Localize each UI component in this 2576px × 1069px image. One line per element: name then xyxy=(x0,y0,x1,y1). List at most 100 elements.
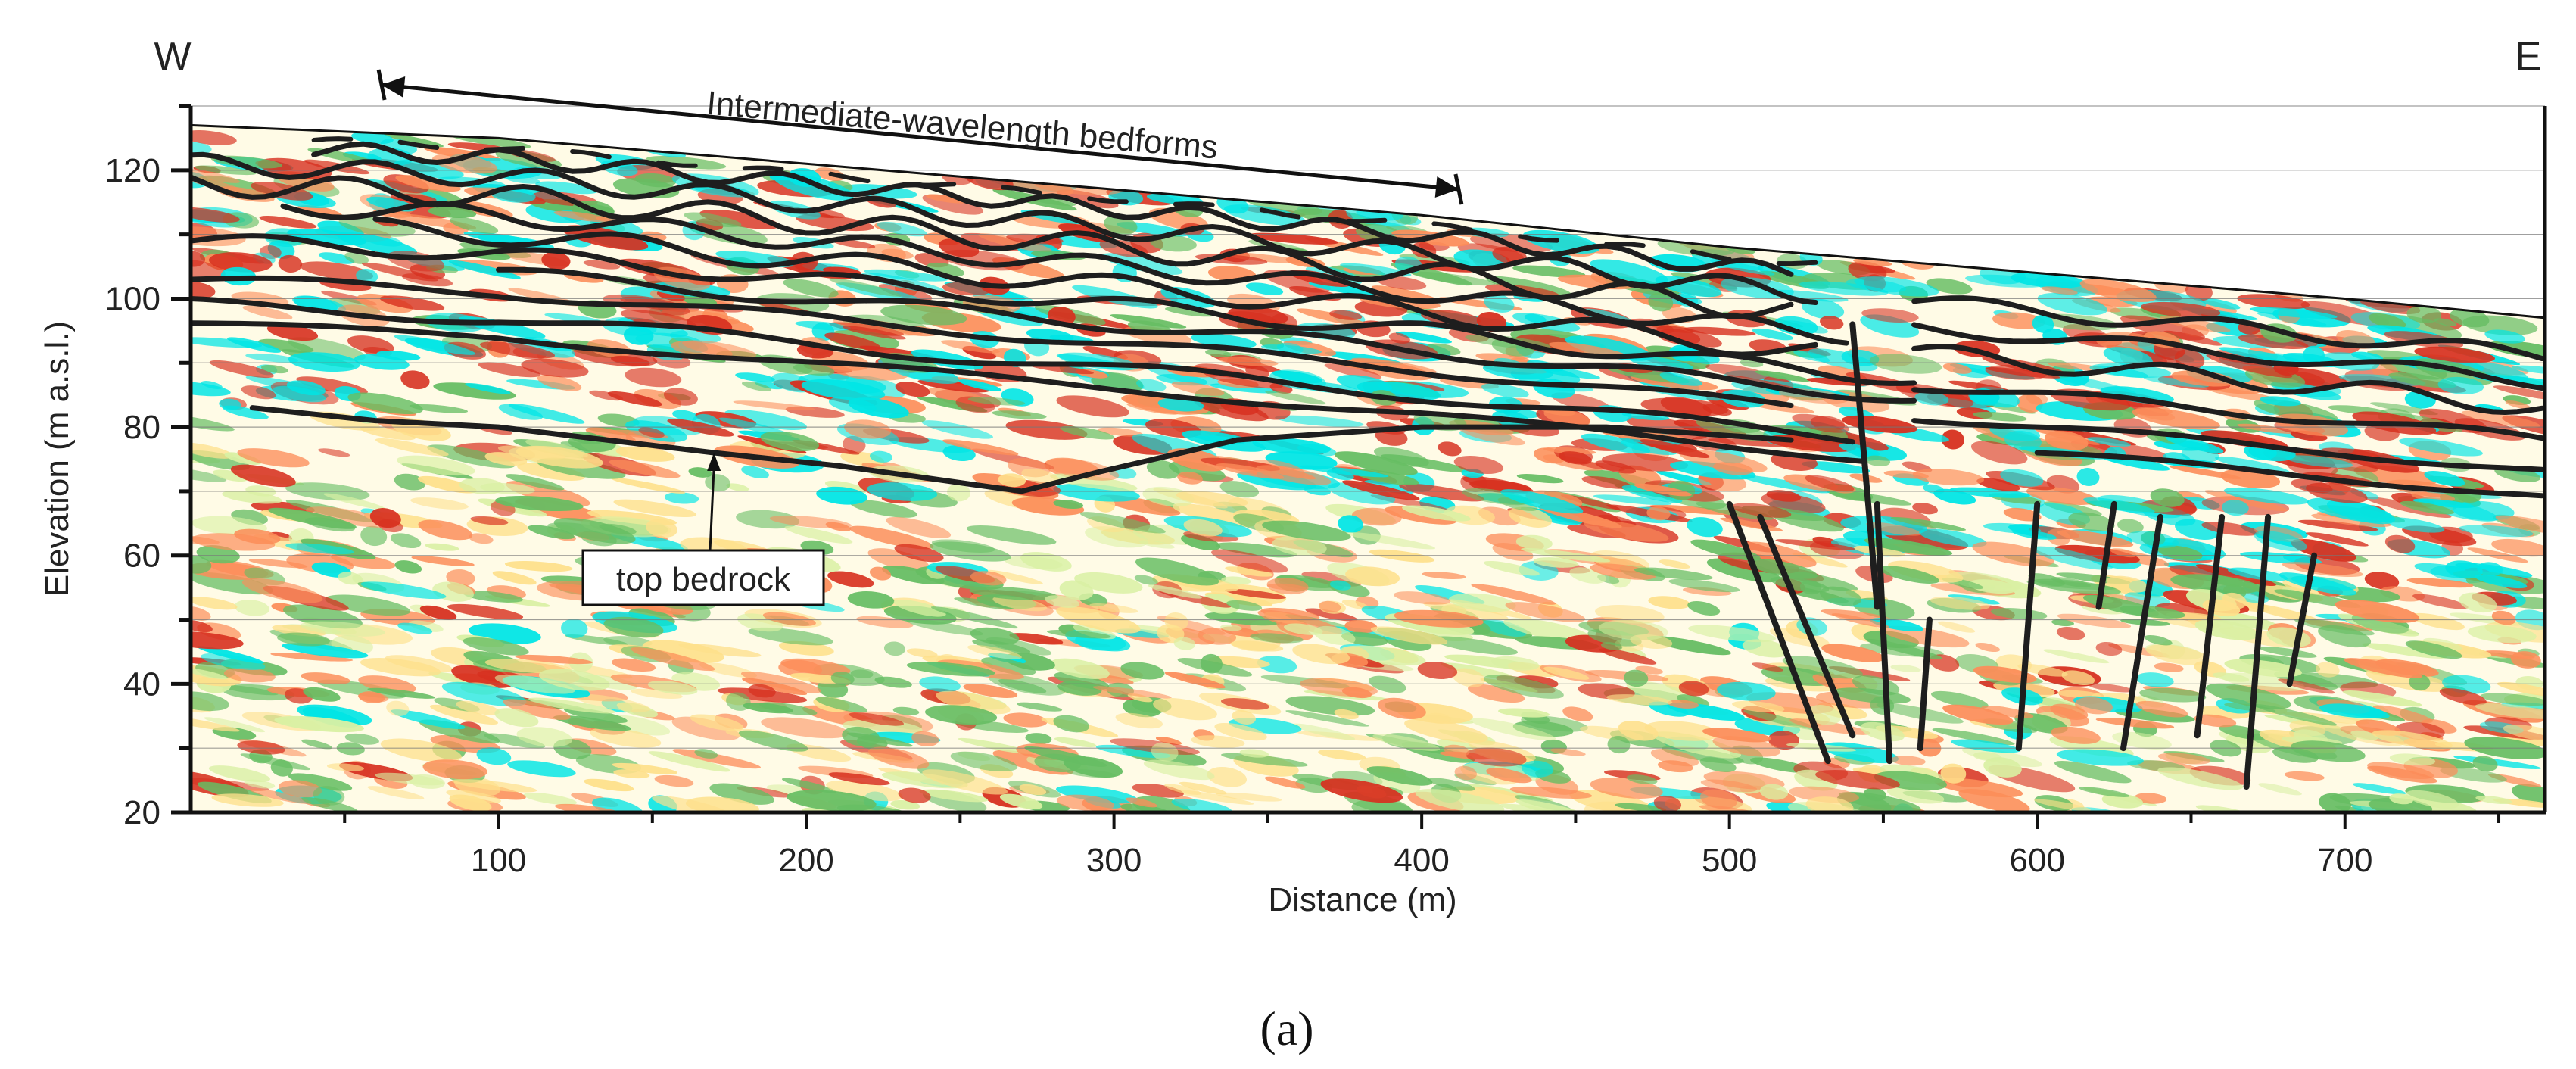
x-tick-label: 500 xyxy=(1702,842,1757,879)
fault-line xyxy=(2120,513,2163,752)
radargram-blob xyxy=(278,780,322,798)
radargram-blob xyxy=(2215,456,2291,475)
radargram-blob xyxy=(1505,602,1586,622)
radargram-blob xyxy=(591,797,644,812)
radargram-blob xyxy=(397,622,433,634)
radargram-blob xyxy=(1890,664,1921,672)
radargram-blob xyxy=(2194,714,2237,728)
radargram-blob xyxy=(2437,376,2484,394)
radargram-blob xyxy=(394,335,476,355)
radargram-blob xyxy=(418,519,473,541)
radargram-blob xyxy=(1143,759,1215,781)
bedforms-arrow xyxy=(381,83,1459,192)
radargram-blob xyxy=(191,597,238,610)
reflector-line xyxy=(1431,221,1474,232)
radargram-blob xyxy=(1399,483,1485,502)
radargram-blob xyxy=(684,212,742,228)
radargram-blob xyxy=(1021,468,1060,485)
radargram-blob xyxy=(1059,580,1094,600)
radargram-blob xyxy=(967,397,1026,406)
radargram-blob xyxy=(694,749,718,759)
radargram-blob xyxy=(690,714,744,731)
radargram-blob xyxy=(611,658,656,672)
top-bedrock-annotation: top bedrock xyxy=(581,453,825,606)
radargram-blob xyxy=(2249,307,2338,319)
radargram-blob xyxy=(563,707,628,724)
radargram-blob xyxy=(1272,535,1327,556)
radargram-blob xyxy=(919,789,989,803)
radargram-blob xyxy=(2307,497,2393,523)
radargram-blob xyxy=(1394,609,1484,628)
radargram-blob xyxy=(783,279,839,298)
radargram-blob xyxy=(2503,725,2545,741)
radargram-blob xyxy=(2101,793,2144,809)
radargram-blob xyxy=(1687,517,1723,538)
radargram-blob xyxy=(1218,357,1279,366)
radargram-blob xyxy=(1296,308,1367,326)
radargram-blob xyxy=(1483,675,1564,699)
radargram-blob xyxy=(941,340,1000,354)
radargram-blob xyxy=(2445,560,2483,579)
radargram-blob xyxy=(654,774,694,787)
radargram-blob xyxy=(409,620,444,632)
radargram-blob xyxy=(883,641,905,656)
radargram-blob xyxy=(1164,784,1201,795)
radargram-blob xyxy=(613,499,697,517)
radargram-blob xyxy=(2260,647,2317,658)
radargram-blob xyxy=(1888,560,1964,583)
radargram-blob xyxy=(1648,292,1674,312)
radargram-blob xyxy=(824,332,881,351)
radargram-blob xyxy=(1678,681,1709,697)
reflector-line xyxy=(1087,196,1129,204)
radargram-blob xyxy=(2384,534,2416,553)
radargram-blob xyxy=(2201,522,2259,536)
radargram-blob xyxy=(688,467,713,478)
radargram-blob xyxy=(2219,725,2269,740)
reflector-line xyxy=(191,233,1917,386)
radargram-blob xyxy=(2364,572,2400,590)
radargram-blob xyxy=(930,606,1018,629)
radargram-blob xyxy=(1942,704,2014,725)
radargram-blob xyxy=(895,382,930,397)
radargram-blob xyxy=(877,221,927,237)
radargram-blob xyxy=(1260,344,1322,354)
radargram-blob xyxy=(1594,604,1665,624)
radargram-blob xyxy=(2406,305,2442,323)
radargram-blob xyxy=(2050,703,2089,720)
radargram-blob xyxy=(266,323,319,341)
radargram-blob xyxy=(2459,592,2497,613)
radargram-blob xyxy=(1600,642,1623,650)
radargram-blob xyxy=(2206,354,2293,379)
reflector-line xyxy=(1911,344,2545,415)
radargram-blob xyxy=(391,709,466,730)
radargram-blob xyxy=(2362,643,2447,659)
y-tick-label: 120 xyxy=(105,152,160,189)
radargram-blob xyxy=(1860,721,1905,742)
radargram-blob xyxy=(479,341,556,359)
radargram-blob xyxy=(2491,538,2545,557)
reflector-line xyxy=(191,151,1818,305)
radargram-blob xyxy=(395,175,461,192)
radargram-blob xyxy=(1584,520,1669,542)
radargram-blob xyxy=(2238,334,2309,350)
radargram-blob xyxy=(191,691,229,712)
radargram-blob xyxy=(2258,783,2302,796)
radargram-blob xyxy=(2032,546,2113,570)
radargram-blob xyxy=(1393,591,1451,605)
radargram-blob xyxy=(1579,462,1625,472)
radargram-blob xyxy=(1341,687,1372,699)
radargram-blob xyxy=(842,726,880,747)
radargram-blob xyxy=(781,778,837,793)
radargram-blob xyxy=(1864,538,1953,556)
radargram-blob xyxy=(1422,572,1466,580)
radargram-blob xyxy=(470,516,509,525)
radargram-blob xyxy=(242,305,293,320)
radargram-blob xyxy=(741,381,772,391)
reflector-line xyxy=(828,171,871,184)
radargram-blob xyxy=(2338,374,2426,386)
radargram-blob xyxy=(1949,487,2030,498)
radargram-blob xyxy=(1841,349,1880,366)
radargram-blob xyxy=(1599,648,1657,665)
radargram-blob xyxy=(1942,363,1972,374)
radargram-blob xyxy=(288,773,353,791)
